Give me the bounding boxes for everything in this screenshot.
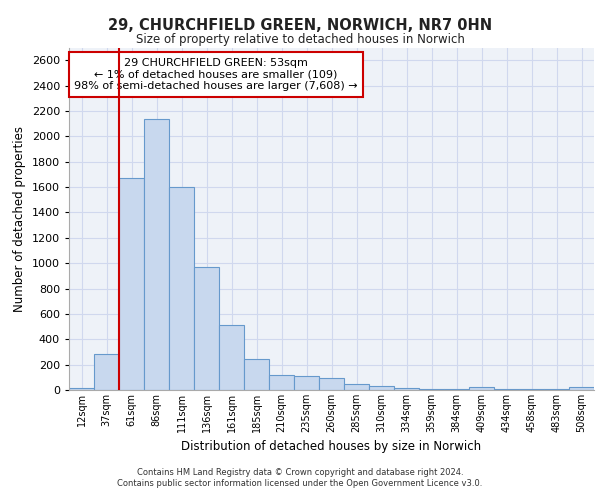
Y-axis label: Number of detached properties: Number of detached properties xyxy=(13,126,26,312)
Text: 29 CHURCHFIELD GREEN: 53sqm
← 1% of detached houses are smaller (109)
98% of sem: 29 CHURCHFIELD GREEN: 53sqm ← 1% of deta… xyxy=(74,58,358,91)
Bar xyxy=(394,388,419,390)
Bar xyxy=(169,187,194,390)
Text: Contains HM Land Registry data © Crown copyright and database right 2024.
Contai: Contains HM Land Registry data © Crown c… xyxy=(118,468,482,487)
Bar xyxy=(69,388,94,390)
Bar xyxy=(344,384,369,390)
Bar xyxy=(144,118,169,390)
Bar xyxy=(369,386,394,390)
Bar xyxy=(294,376,319,390)
Bar xyxy=(119,178,144,390)
Bar xyxy=(569,388,594,390)
Bar xyxy=(194,267,219,390)
Text: 29, CHURCHFIELD GREEN, NORWICH, NR7 0HN: 29, CHURCHFIELD GREEN, NORWICH, NR7 0HN xyxy=(108,18,492,32)
Bar xyxy=(94,354,119,390)
Bar xyxy=(244,359,269,390)
Bar xyxy=(469,388,494,390)
Bar xyxy=(269,375,294,390)
X-axis label: Distribution of detached houses by size in Norwich: Distribution of detached houses by size … xyxy=(181,440,482,454)
Bar xyxy=(419,388,444,390)
Bar xyxy=(219,326,244,390)
Text: Size of property relative to detached houses in Norwich: Size of property relative to detached ho… xyxy=(136,32,464,46)
Bar xyxy=(319,378,344,390)
